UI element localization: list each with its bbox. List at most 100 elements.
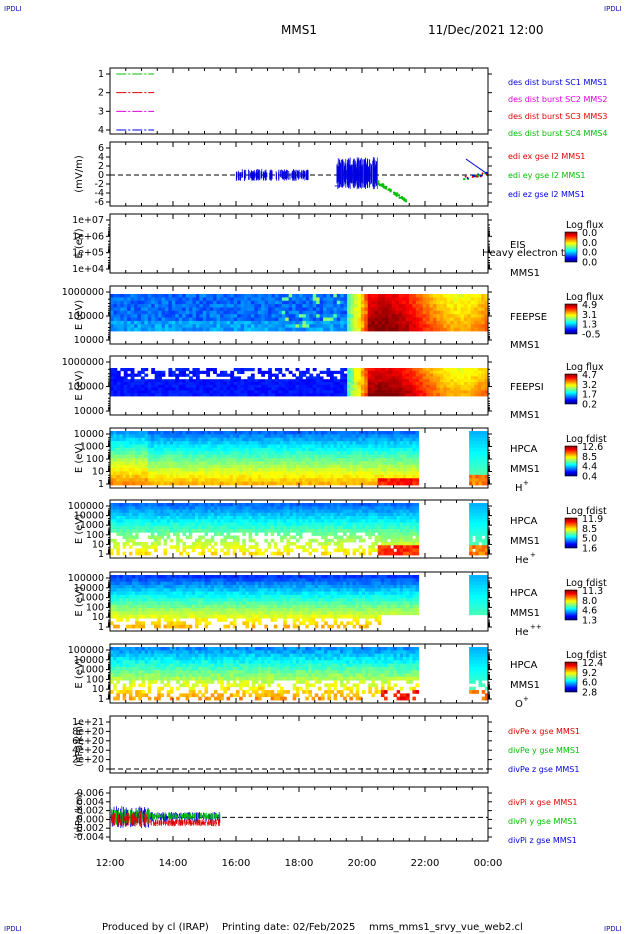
heatmap-cell xyxy=(198,461,202,466)
heatmap-cell xyxy=(283,458,287,462)
heatmap-cell xyxy=(289,437,294,442)
heatmap-cell xyxy=(357,390,362,394)
heatmap-cell xyxy=(198,434,202,439)
heatmap-cell xyxy=(305,390,310,394)
heatmap-cell xyxy=(233,307,238,312)
heatmap-cell xyxy=(353,300,358,305)
heatmap-cell xyxy=(206,307,211,312)
heatmap-cell xyxy=(254,387,259,391)
heatmap-cell xyxy=(192,324,197,329)
heatmap-cell xyxy=(110,382,114,386)
heatmap-cell xyxy=(391,382,396,386)
heatmap-cell xyxy=(281,327,286,332)
heatmap-cell xyxy=(125,431,130,435)
heatmap-cell xyxy=(150,468,155,472)
des_burst-ytick-label: 2 xyxy=(98,88,104,99)
heatmap-cell xyxy=(151,300,156,305)
heatmap-cell xyxy=(113,441,117,445)
heatmap-cell xyxy=(270,461,275,466)
heatmap-cell xyxy=(160,464,164,469)
heatmap-cell xyxy=(316,304,321,308)
heatmap-cell xyxy=(230,297,235,302)
heatmap-cell xyxy=(274,320,279,325)
heatmap-cell xyxy=(176,444,180,449)
heatmap-cell xyxy=(374,300,379,305)
heatmap-cell xyxy=(292,310,296,315)
heatmap-cell xyxy=(419,317,424,322)
heatmap-cell xyxy=(113,478,117,483)
heatmap-cell xyxy=(380,437,385,442)
heatmap-cell xyxy=(198,478,202,483)
heatmap-cell xyxy=(195,300,200,305)
heatmap-cell xyxy=(336,441,341,445)
heatmap-cell xyxy=(378,370,382,374)
heatmap-cell xyxy=(245,471,249,476)
heatmap-cell xyxy=(402,454,407,459)
heatmap-cell xyxy=(378,387,382,391)
heatmap-cell xyxy=(408,368,413,372)
feepse-cbar xyxy=(564,303,578,335)
heatmap-cell xyxy=(470,300,475,305)
heatmap-cell xyxy=(324,471,328,476)
heatmap-cell xyxy=(391,373,396,377)
heatmap-cell xyxy=(191,431,196,435)
heatmap-cell xyxy=(311,461,316,466)
heatmap-cell xyxy=(457,307,461,312)
heatmap-cell xyxy=(463,304,468,308)
heatmap-cell xyxy=(367,317,372,322)
heatmap-cell xyxy=(160,468,164,472)
heatmap-cell xyxy=(412,320,417,325)
heatmap-cell xyxy=(415,458,420,462)
heatmap-cell xyxy=(110,474,114,479)
heatmap-cell xyxy=(113,314,118,318)
heatmap-cell xyxy=(443,294,448,298)
heatmap-cell xyxy=(202,300,207,305)
heatmap-cell xyxy=(273,437,278,442)
heatmap-cell xyxy=(360,324,365,329)
heatmap-cell xyxy=(402,382,406,386)
heatmap-cell xyxy=(251,441,256,445)
heatmap-cell xyxy=(323,324,327,329)
heatmap-cell xyxy=(161,320,166,325)
heatmap-cell xyxy=(409,437,413,442)
heatmap-cell xyxy=(374,468,379,472)
heatmap-cell xyxy=(415,324,420,329)
heatmap-cell xyxy=(178,320,183,325)
heatmap-cell xyxy=(147,458,152,462)
heatmap-cell xyxy=(185,447,190,452)
heatmap-cell xyxy=(469,431,473,435)
heatmap-cell xyxy=(360,390,365,394)
heatmap-cell xyxy=(302,390,307,394)
heatmap-cell xyxy=(229,444,234,449)
heatmap-cell xyxy=(122,468,127,472)
heatmap-cell xyxy=(264,297,269,302)
heatmap-cell xyxy=(268,376,272,380)
heatmap-cell xyxy=(157,454,161,459)
heatmap-cell xyxy=(429,379,434,383)
heatmap-cell xyxy=(276,441,281,445)
heatmap-cell xyxy=(419,297,424,302)
heatmap-cell xyxy=(163,437,168,442)
heatmap-cell xyxy=(368,458,372,462)
heatmap-cell xyxy=(343,368,348,372)
heatmap-cell xyxy=(292,373,296,377)
heatmap-cell xyxy=(286,447,290,452)
heatmap-cell xyxy=(450,294,455,298)
heatmap-cell xyxy=(150,458,155,462)
heatmap-cell xyxy=(185,300,190,305)
heatmap-cell xyxy=(415,327,420,332)
heatmap-cell xyxy=(223,297,228,302)
heatmap-cell xyxy=(470,373,475,377)
heatmap-cell xyxy=(254,297,259,302)
heatmap-cell xyxy=(302,471,306,476)
heatmap-cell xyxy=(119,481,123,486)
heatmap-cell xyxy=(357,324,362,329)
heatmap-cell xyxy=(280,437,284,442)
heatmap-cell xyxy=(195,444,199,449)
heatmap-cell xyxy=(478,437,483,442)
corner-label-tr: IPDLI xyxy=(604,5,622,13)
heatmap-cell xyxy=(169,474,174,479)
heatmap-cell xyxy=(189,297,193,302)
heatmap-cell xyxy=(299,384,303,388)
